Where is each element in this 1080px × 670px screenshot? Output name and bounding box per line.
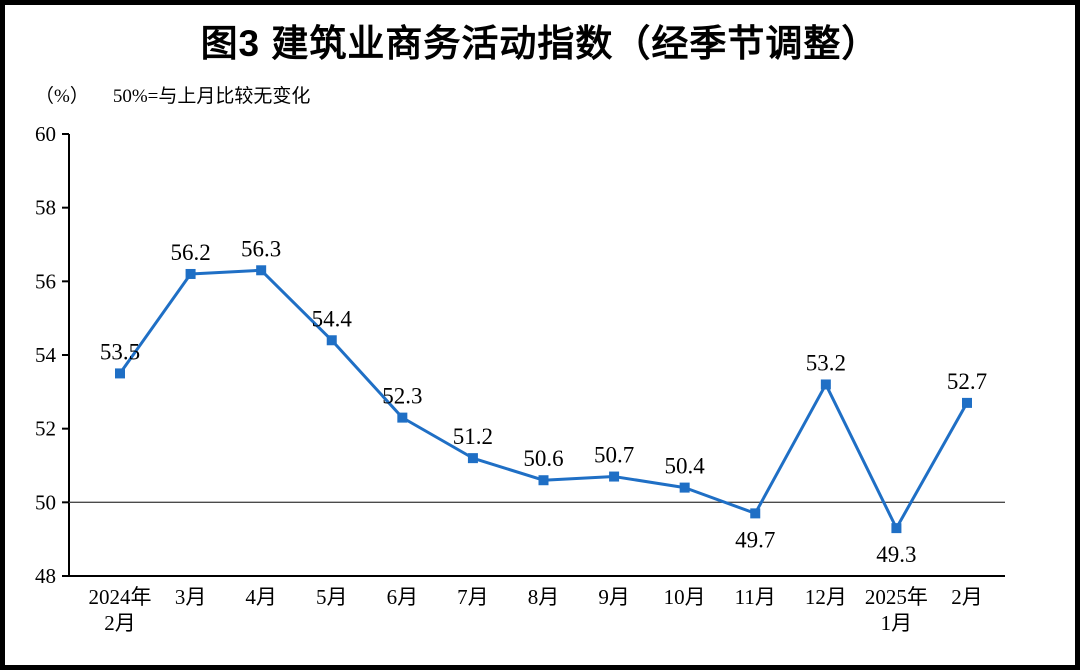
data-point: [750, 508, 761, 519]
x-tick-label: 2024年: [89, 585, 152, 609]
x-tick-label: 3月: [175, 585, 207, 609]
data-point: [891, 523, 902, 534]
data-label: 52.3: [382, 384, 422, 409]
data-labels: 53.5 56.2 56.3 54.4 52.3 51.2 50.6 50.7 50.4 49.7…: [100, 237, 987, 568]
y-tick-label: 50: [35, 491, 56, 515]
data-point: [326, 335, 337, 346]
y-axis-unit-label: （%）: [35, 86, 89, 108]
x-tick-label: 2月: [104, 611, 136, 635]
x-tick-label: 6月: [387, 585, 419, 609]
chart-subtitle: （%） 50%=与上月比较无变化: [35, 81, 1075, 108]
y-tick-label: 54: [35, 343, 57, 367]
x-tick-label: 9月: [598, 585, 630, 609]
data-label: 50.4: [665, 454, 706, 479]
chart-title: 图3 建筑业商务活动指数（经季节调整）: [200, 23, 880, 64]
x-tick-label: 2025年: [865, 585, 928, 609]
data-point: [609, 471, 620, 482]
y-tick-label: 52: [35, 417, 56, 441]
data-point: [185, 269, 196, 280]
y-tick-label: 58: [35, 196, 56, 220]
data-label: 49.7: [735, 528, 775, 553]
x-tick-label: 2月: [951, 585, 983, 609]
x-tick-label: 7月: [457, 585, 489, 609]
data-label: 53.5: [100, 340, 140, 365]
y-tick-label: 60: [35, 122, 56, 146]
x-tick-label: 12月: [805, 585, 847, 609]
y-tick-label: 56: [35, 270, 56, 294]
data-point: [820, 379, 831, 390]
data-point: [962, 398, 972, 409]
data-label: 53.2: [806, 351, 846, 376]
data-point: [467, 453, 478, 464]
reference-note: 50%=与上月比较无变化: [112, 86, 311, 108]
data-label: 49.3: [876, 542, 916, 567]
data-point: [115, 368, 125, 379]
x-tick-label: 11月: [735, 585, 776, 609]
data-label: 56.3: [241, 237, 281, 262]
data-points: [115, 265, 972, 534]
x-tick-label: 1月: [881, 611, 913, 635]
y-tick-label: 48: [35, 564, 56, 588]
data-label: 50.7: [594, 443, 634, 468]
data-point: [397, 412, 408, 423]
x-tick-label: 10月: [664, 585, 706, 609]
data-label: 51.2: [453, 424, 493, 449]
y-axis: 48 50 52 54 56 58 60: [35, 122, 70, 588]
x-tick-label: 8月: [528, 585, 560, 609]
data-label: 50.6: [523, 446, 563, 471]
data-point: [256, 265, 267, 276]
data-point: [679, 482, 690, 493]
data-point: [538, 475, 549, 486]
x-tick-label: 4月: [245, 585, 277, 609]
data-label: 56.2: [170, 240, 210, 265]
series-line: [118, 269, 969, 530]
x-tick-label: 5月: [316, 585, 348, 609]
data-label: 52.7: [947, 369, 987, 394]
data-label: 54.4: [312, 307, 353, 332]
